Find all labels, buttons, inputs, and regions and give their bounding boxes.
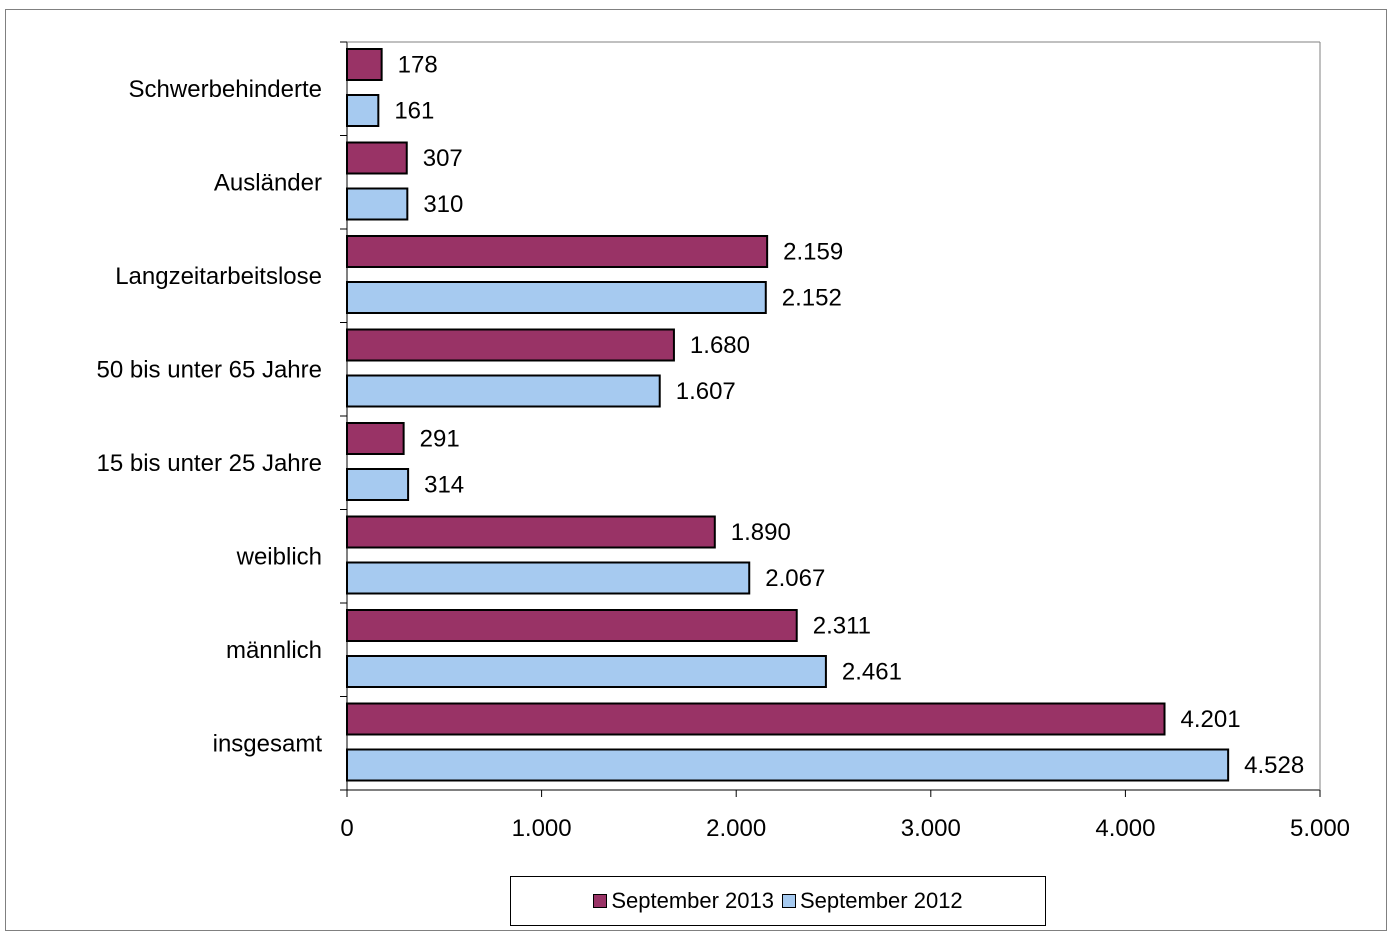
data-label-series-1-cat-1: 178: [398, 52, 438, 79]
data-label-series-1-cat-6: 1.890: [731, 519, 791, 546]
data-label-series-2-cat-7: 2.461: [842, 659, 902, 686]
bar-series-1-cat-7: [346, 609, 798, 642]
data-label-series-2-cat-2: 310: [423, 191, 463, 218]
bar-series-1-cat-8: [346, 702, 1166, 736]
data-label-series-2-cat-4: 1.607: [676, 378, 736, 405]
x-tick-label-4: 4.000: [1095, 815, 1155, 842]
bar-series-2-cat-1: [346, 94, 380, 127]
bar-series-2-cat-4: [346, 374, 661, 408]
legend-swatch-series-1: [593, 894, 608, 908]
data-label-series-1-cat-7: 2.311: [813, 613, 871, 640]
bar-series-1-cat-5: [346, 422, 405, 455]
legend-label-series-2: September 2012: [800, 888, 963, 913]
bar-series-2-cat-7: [346, 655, 827, 688]
bar-series-2-cat-3: [346, 281, 767, 314]
legend-item-series-2: September 2012: [782, 888, 963, 914]
category-label-1: Schwerbehinderte: [129, 76, 322, 103]
axis-layer: 0 1.000 2.000 3.000 4.000 5.000: [340, 41, 1350, 842]
legend: September 2013 September 2012: [510, 876, 1046, 926]
x-tick-label-3: 3.000: [901, 815, 961, 842]
legend-item-series-1: September 2013: [593, 888, 774, 914]
bar-series-2-cat-2: [346, 187, 409, 221]
data-label-series-2-cat-5: 314: [424, 472, 464, 499]
category-label-4: 50 bis unter 65 Jahre: [97, 356, 322, 383]
category-label-3: Langzeitarbeitslose: [115, 263, 322, 290]
x-tick-label-2: 2.000: [706, 815, 766, 842]
data-label-series-1-cat-5: 291: [420, 426, 460, 453]
data-label-series-2-cat-3: 2.152: [782, 285, 842, 312]
category-label-2: Ausländer: [214, 169, 322, 196]
category-label-5: 15 bis unter 25 Jahre: [97, 450, 322, 477]
labels-layer: 178 161 Schwerbehinderte 307 310 Ausländer 2.1…: [97, 52, 1305, 780]
data-label-series-2-cat-8: 4.528: [1244, 752, 1304, 779]
bar-series-1-cat-4: [346, 328, 675, 362]
category-label-8: insgesamt: [213, 730, 323, 757]
bar-series-2-cat-5: [346, 468, 410, 501]
data-label-series-1-cat-2: 307: [423, 145, 463, 172]
data-label-series-1-cat-8: 4.201: [1181, 706, 1241, 733]
legend-label-series-1: September 2013: [611, 888, 774, 913]
legend-swatch-series-2: [782, 894, 796, 908]
bars-layer: [346, 48, 1230, 782]
x-tick-label-0: 0: [340, 815, 353, 842]
category-label-7: männlich: [226, 637, 322, 664]
data-label-series-1-cat-4: 1.680: [690, 332, 750, 359]
bar-series-1-cat-3: [346, 235, 769, 268]
x-tick-label-1: 1.000: [512, 815, 572, 842]
bar-series-1-cat-6: [346, 515, 716, 549]
x-tick-label-5: 5.000: [1290, 815, 1350, 842]
bar-series-1-cat-1: [346, 48, 383, 81]
bar-series-2-cat-8: [346, 748, 1230, 782]
bar-series-1-cat-2: [346, 141, 408, 175]
data-label-series-2-cat-1: 161: [394, 98, 434, 125]
category-label-6: weiblich: [236, 543, 322, 570]
data-label-series-2-cat-6: 2.067: [765, 565, 825, 592]
bar-series-2-cat-6: [346, 561, 751, 595]
data-label-series-1-cat-3: 2.159: [783, 239, 843, 266]
